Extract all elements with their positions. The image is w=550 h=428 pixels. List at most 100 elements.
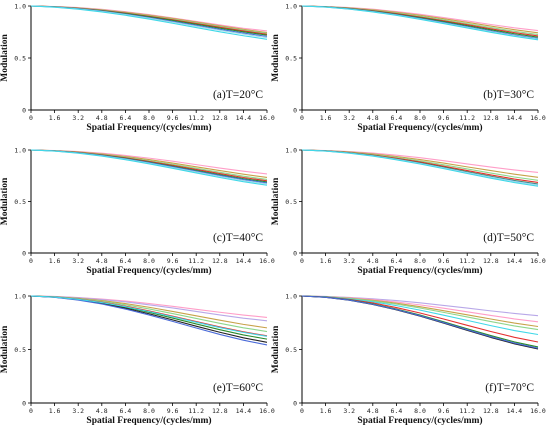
y-axis-label: Modulation xyxy=(0,177,10,225)
panel-caption: (e)T=60°C xyxy=(213,382,263,394)
x-tick-label: 16.0 xyxy=(530,114,546,122)
y-tick-label: 0 xyxy=(22,399,26,407)
x-tick-label: 16.0 xyxy=(530,407,546,415)
x-tick-label: 11.2 xyxy=(188,257,204,265)
panel-caption: (b)T=30°C xyxy=(483,89,534,101)
y-tick-label: 0.5 xyxy=(14,54,26,62)
x-tick-label: 0 xyxy=(29,407,33,415)
x-tick-label: 6.4 xyxy=(120,407,132,415)
x-tick-label: 3.2 xyxy=(343,114,355,122)
x-tick-label: 14.4 xyxy=(507,407,523,415)
chart-panel-6: 0 1.6 3.2 4.8 6.4 8.0 9.6 11.2 12.8 14.4 16.0 0 0.5 1… xyxy=(271,292,546,426)
y-tick-label: 1.0 xyxy=(14,2,26,10)
y-axis-label: Modulation xyxy=(271,177,281,225)
x-tick-label: 6.4 xyxy=(391,114,403,122)
x-axis-label: Spatial Frequency/(cycles/mm) xyxy=(86,122,211,133)
y-axis-label: Modulation xyxy=(271,34,281,82)
series-line-8 xyxy=(301,149,539,187)
x-tick-label: 0 xyxy=(300,257,304,265)
x-tick-label: 14.4 xyxy=(236,114,252,122)
x-tick-label: 9.6 xyxy=(438,257,450,265)
x-tick-label: 4.8 xyxy=(96,257,108,265)
x-tick-label: 11.2 xyxy=(459,114,475,122)
y-tick-label: 0.5 xyxy=(285,346,297,354)
y-axis-label: Modulation xyxy=(271,325,281,373)
chart-panel-5: 0 1.6 3.2 4.8 6.4 8.0 9.6 11.2 12.8 14.4 16.0 0 0.5 1… xyxy=(0,292,275,426)
y-tick-label: 1.0 xyxy=(285,2,297,10)
x-tick-label: 4.8 xyxy=(367,114,379,122)
x-tick-label: 0 xyxy=(300,407,304,415)
x-tick-label: 1.6 xyxy=(49,114,61,122)
y-tick-label: 1.0 xyxy=(14,292,26,300)
series-line-3 xyxy=(301,149,539,181)
x-tick-label: 4.8 xyxy=(367,407,379,415)
x-tick-label: 9.6 xyxy=(167,407,179,415)
x-tick-label: 14.4 xyxy=(507,114,523,122)
x-tick-label: 12.8 xyxy=(483,257,499,265)
y-tick-label: 0.5 xyxy=(14,198,26,206)
x-axis-label: Spatial Frequency/(cycles/mm) xyxy=(86,415,211,426)
x-tick-label: 4.8 xyxy=(367,257,379,265)
x-axis-label: Spatial Frequency/(cycles/mm) xyxy=(357,122,482,133)
x-tick-label: 6.4 xyxy=(120,257,132,265)
series-line-2 xyxy=(301,295,539,323)
x-tick-label: 8.0 xyxy=(414,114,426,122)
x-tick-label: 9.6 xyxy=(438,114,450,122)
x-tick-label: 3.2 xyxy=(343,407,355,415)
y-tick-label: 0.5 xyxy=(285,198,297,206)
y-tick-label: 0.5 xyxy=(285,54,297,62)
y-tick-label: 0.5 xyxy=(14,346,26,354)
x-tick-label: 8.0 xyxy=(143,407,155,415)
y-axis-label: Modulation xyxy=(0,34,10,82)
chart-panel-1: 0 1.6 3.2 4.8 6.4 8.0 9.6 11.2 12.8 14.4 16.0 0 0.5 1… xyxy=(0,2,275,133)
x-tick-label: 1.6 xyxy=(320,257,332,265)
y-axis-label: Modulation xyxy=(0,325,10,373)
x-tick-label: 8.0 xyxy=(414,407,426,415)
x-tick-label: 14.4 xyxy=(236,407,252,415)
x-axis-label: Spatial Frequency/(cycles/mm) xyxy=(86,265,211,276)
x-tick-label: 16.0 xyxy=(259,407,275,415)
series-line-7 xyxy=(30,5,268,39)
chart-panel-4: 0 1.6 3.2 4.8 6.4 8.0 9.6 11.2 12.8 14.4 16.0 0 0.5 1… xyxy=(271,146,546,276)
y-tick-label: 0 xyxy=(293,106,297,114)
x-tick-label: 12.8 xyxy=(212,407,228,415)
x-tick-label: 9.6 xyxy=(167,257,179,265)
x-tick-label: 0 xyxy=(29,114,33,122)
series-line-8 xyxy=(30,149,268,186)
series-line-6 xyxy=(30,295,268,340)
x-tick-label: 12.8 xyxy=(483,114,499,122)
y-tick-label: 0 xyxy=(293,399,297,407)
series-line-9 xyxy=(30,295,268,337)
x-axis-label: Spatial Frequency/(cycles/mm) xyxy=(357,265,482,276)
x-tick-label: 11.2 xyxy=(459,407,475,415)
x-tick-label: 11.2 xyxy=(459,257,475,265)
x-tick-label: 12.8 xyxy=(212,114,228,122)
x-axis-label: Spatial Frequency/(cycles/mm) xyxy=(357,415,482,426)
x-tick-label: 12.8 xyxy=(483,407,499,415)
x-tick-label: 0 xyxy=(300,114,304,122)
chart-panel-3: 0 1.6 3.2 4.8 6.4 8.0 9.6 11.2 12.8 14.4 16.0 0 0.5 1… xyxy=(0,146,275,276)
x-tick-label: 16.0 xyxy=(259,114,275,122)
x-tick-label: 1.6 xyxy=(320,407,332,415)
y-tick-label: 0 xyxy=(22,106,26,114)
x-tick-label: 4.8 xyxy=(96,114,108,122)
y-tick-label: 1.0 xyxy=(285,292,297,300)
x-tick-label: 1.6 xyxy=(49,257,61,265)
panel-caption: (f)T=70°C xyxy=(485,382,534,394)
x-tick-label: 8.0 xyxy=(143,114,155,122)
x-tick-label: 3.2 xyxy=(72,407,84,415)
x-tick-label: 14.4 xyxy=(507,257,523,265)
series-line-8 xyxy=(30,5,268,40)
x-tick-label: 1.6 xyxy=(49,407,61,415)
chart-panel-2: 0 1.6 3.2 4.8 6.4 8.0 9.6 11.2 12.8 14.4 16.0 0 0.5 1… xyxy=(271,2,546,133)
x-tick-label: 11.2 xyxy=(188,407,204,415)
series-line-8 xyxy=(30,295,268,346)
panel-caption: (a)T=20°C xyxy=(213,89,263,101)
x-tick-label: 14.4 xyxy=(236,257,252,265)
y-tick-label: 0 xyxy=(293,249,297,257)
x-tick-label: 3.2 xyxy=(343,257,355,265)
series-line-7 xyxy=(30,149,268,185)
x-tick-label: 8.0 xyxy=(143,257,155,265)
x-tick-label: 16.0 xyxy=(530,257,546,265)
